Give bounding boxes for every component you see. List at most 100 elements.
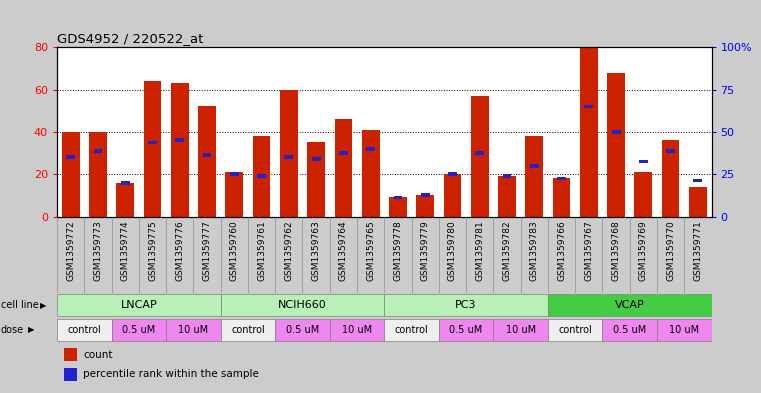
Bar bbox=[64, 348, 77, 362]
Bar bbox=[639, 160, 648, 163]
Bar bbox=[57, 294, 221, 316]
Bar bbox=[94, 149, 103, 153]
Text: 0.5 uM: 0.5 uM bbox=[450, 325, 482, 335]
Bar bbox=[335, 119, 352, 217]
Text: control: control bbox=[559, 325, 592, 335]
Text: 0.5 uM: 0.5 uM bbox=[613, 325, 646, 335]
Bar bbox=[253, 136, 270, 217]
Text: GSM1359774: GSM1359774 bbox=[121, 220, 129, 281]
Text: GSM1359775: GSM1359775 bbox=[148, 220, 157, 281]
Bar bbox=[171, 83, 189, 217]
Text: dose: dose bbox=[1, 325, 24, 335]
Bar bbox=[198, 107, 216, 217]
Bar bbox=[657, 319, 712, 341]
Text: GSM1359771: GSM1359771 bbox=[693, 220, 702, 281]
Bar bbox=[548, 294, 712, 316]
Bar bbox=[448, 172, 457, 176]
Text: 10 uM: 10 uM bbox=[505, 325, 536, 335]
Bar bbox=[612, 130, 620, 134]
Bar bbox=[502, 174, 511, 178]
Text: GSM1359772: GSM1359772 bbox=[66, 220, 75, 281]
Bar bbox=[230, 172, 239, 176]
Bar bbox=[275, 319, 330, 341]
Bar bbox=[693, 179, 702, 182]
Text: 10 uM: 10 uM bbox=[669, 325, 699, 335]
Bar bbox=[548, 319, 603, 341]
Text: GSM1359780: GSM1359780 bbox=[448, 220, 457, 281]
Text: control: control bbox=[68, 325, 101, 335]
Bar bbox=[384, 319, 439, 341]
Bar bbox=[221, 294, 384, 316]
Text: GSM1359779: GSM1359779 bbox=[421, 220, 430, 281]
Bar bbox=[361, 130, 380, 217]
Text: GSM1359761: GSM1359761 bbox=[257, 220, 266, 281]
Bar bbox=[666, 149, 675, 153]
Bar bbox=[662, 140, 680, 217]
Text: control: control bbox=[395, 325, 428, 335]
Text: cell line: cell line bbox=[1, 300, 39, 310]
Text: GSM1359769: GSM1359769 bbox=[639, 220, 648, 281]
Bar bbox=[89, 132, 107, 217]
Bar bbox=[635, 172, 652, 217]
Text: GSM1359781: GSM1359781 bbox=[476, 220, 484, 281]
Text: GSM1359770: GSM1359770 bbox=[666, 220, 675, 281]
Text: PC3: PC3 bbox=[455, 300, 477, 310]
Bar bbox=[389, 198, 407, 217]
Text: GSM1359762: GSM1359762 bbox=[285, 220, 293, 281]
Bar bbox=[57, 319, 112, 341]
Bar bbox=[493, 319, 548, 341]
Text: VCAP: VCAP bbox=[615, 300, 645, 310]
Text: GSM1359783: GSM1359783 bbox=[530, 220, 539, 281]
Bar bbox=[121, 181, 129, 185]
Text: GSM1359773: GSM1359773 bbox=[94, 220, 103, 281]
Text: percentile rank within the sample: percentile rank within the sample bbox=[83, 369, 260, 379]
Text: GSM1359777: GSM1359777 bbox=[202, 220, 212, 281]
Bar bbox=[166, 319, 221, 341]
Text: count: count bbox=[83, 350, 113, 360]
Bar bbox=[66, 155, 75, 159]
Text: NCIH660: NCIH660 bbox=[278, 300, 327, 310]
Bar bbox=[116, 183, 134, 217]
Bar bbox=[444, 174, 461, 217]
Text: GSM1359765: GSM1359765 bbox=[366, 220, 375, 281]
Text: GSM1359764: GSM1359764 bbox=[339, 220, 348, 281]
Bar bbox=[393, 196, 403, 199]
Bar bbox=[285, 155, 293, 159]
Bar bbox=[580, 47, 597, 217]
Text: control: control bbox=[231, 325, 265, 335]
Text: GSM1359782: GSM1359782 bbox=[502, 220, 511, 281]
Bar bbox=[202, 153, 212, 157]
Text: 10 uM: 10 uM bbox=[342, 325, 372, 335]
Bar bbox=[366, 147, 375, 151]
Text: 0.5 uM: 0.5 uM bbox=[286, 325, 319, 335]
Bar bbox=[530, 164, 539, 168]
Bar bbox=[421, 193, 430, 197]
Text: GSM1359763: GSM1359763 bbox=[312, 220, 320, 281]
Bar bbox=[603, 319, 657, 341]
Bar bbox=[312, 158, 320, 161]
Bar bbox=[257, 174, 266, 178]
Text: 10 uM: 10 uM bbox=[178, 325, 209, 335]
Text: GSM1359778: GSM1359778 bbox=[393, 220, 403, 281]
Text: GSM1359768: GSM1359768 bbox=[612, 220, 620, 281]
Text: 0.5 uM: 0.5 uM bbox=[123, 325, 155, 335]
Bar bbox=[525, 136, 543, 217]
Bar bbox=[557, 176, 566, 180]
Bar bbox=[330, 319, 384, 341]
Bar bbox=[584, 105, 594, 108]
Text: LNCAP: LNCAP bbox=[120, 300, 158, 310]
Text: ▶: ▶ bbox=[28, 325, 35, 334]
Bar bbox=[144, 81, 161, 217]
Bar bbox=[339, 151, 348, 155]
Bar bbox=[416, 195, 434, 217]
Bar bbox=[225, 172, 244, 217]
Bar bbox=[552, 178, 571, 217]
Text: ▶: ▶ bbox=[40, 301, 47, 310]
Bar bbox=[307, 142, 325, 217]
Bar bbox=[64, 368, 77, 381]
Bar bbox=[148, 141, 157, 144]
Text: GSM1359776: GSM1359776 bbox=[175, 220, 184, 281]
Text: GSM1359766: GSM1359766 bbox=[557, 220, 566, 281]
Bar bbox=[607, 73, 625, 217]
Text: GDS4952 / 220522_at: GDS4952 / 220522_at bbox=[57, 32, 203, 45]
